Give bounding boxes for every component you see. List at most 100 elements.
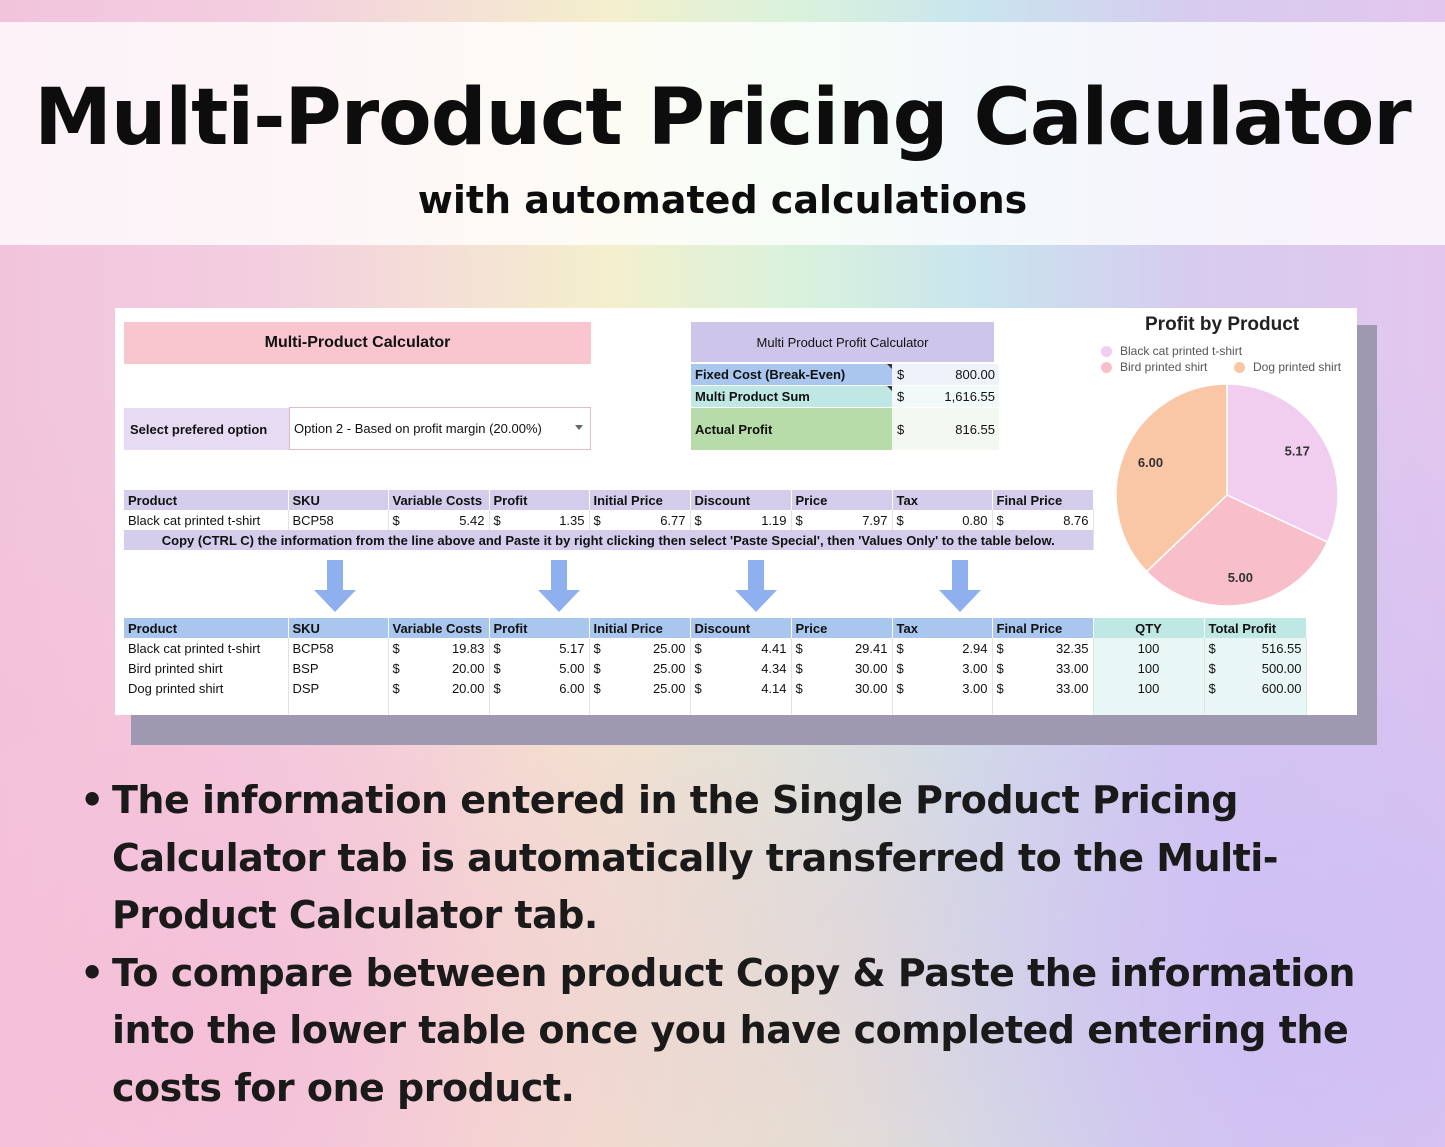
empty-cell (1093, 698, 1205, 715)
column-header: Price (791, 618, 893, 638)
amount: 6.77 (660, 512, 686, 528)
currency-symbol: $ (1208, 640, 1216, 656)
currency-symbol: $ (493, 660, 501, 676)
amount: 4.34 (761, 660, 787, 676)
value-cell: $1.35 (489, 510, 590, 530)
money-cell: $4.34 (695, 661, 787, 676)
empty-cell (892, 698, 993, 715)
legend-item: Black cat printed t-shirt (1101, 344, 1242, 358)
currency-symbol: $ (593, 660, 601, 676)
amount: 20.00 (451, 680, 485, 696)
value-cell: $7.97 (791, 510, 893, 530)
amount: 25.00 (652, 640, 686, 656)
column-header: Product (124, 618, 289, 638)
product-cell: Bird printed shirt (124, 658, 289, 678)
currency-symbol: $ (795, 660, 803, 676)
column-header: Final Price (992, 618, 1094, 638)
currency-symbol: $ (694, 680, 702, 696)
money-cell: $3.00 (897, 681, 988, 696)
amount: 25.00 (652, 660, 686, 676)
sku-cell: DSP (288, 678, 389, 698)
arrow-down-icon (735, 560, 777, 612)
money-cell: $33.00 (997, 661, 1089, 676)
value-cell: $30.00 (791, 678, 893, 698)
value-cell: $33.00 (992, 678, 1094, 698)
currency-symbol: $ (1208, 680, 1216, 696)
amount: 20.00 (451, 660, 485, 676)
option-dropdown[interactable]: Option 2 - Based on profit margin (20.00… (289, 407, 591, 450)
currency-symbol: $ (392, 680, 400, 696)
value-cell: $4.14 (690, 678, 792, 698)
currency-symbol: $ (392, 640, 400, 656)
currency-symbol: $ (892, 408, 917, 450)
pie-slice (1226, 383, 1339, 544)
money-cell: $600.00 (1209, 681, 1302, 696)
currency-symbol: $ (694, 660, 702, 676)
currency-symbol: $ (896, 680, 904, 696)
currency-symbol: $ (694, 512, 702, 528)
option-label: Select prefered option (124, 408, 289, 450)
pie-slice (1115, 383, 1228, 573)
copy-note-row: Copy (CTRL C) the information from the l… (124, 530, 1094, 550)
value-cell: $32.35 (992, 638, 1094, 658)
chevron-down-icon[interactable] (575, 425, 583, 430)
column-header: Final Price (992, 490, 1094, 510)
amount: 500.00 (1261, 660, 1302, 676)
sku-cell: BCP58 (288, 510, 389, 530)
money-cell: $25.00 (594, 641, 686, 656)
currency-symbol: $ (493, 680, 501, 696)
money-cell: $1.19 (695, 513, 787, 528)
amount: 33.00 (1055, 660, 1089, 676)
amount: 4.14 (761, 680, 787, 696)
profit-calc-value: 816.55 (917, 408, 999, 450)
amount: 3.00 (962, 680, 988, 696)
qty-cell: 100 (1093, 638, 1205, 658)
comment-marker-icon (887, 386, 892, 391)
column-header: Discount (690, 618, 792, 638)
column-header: Variable Costs (388, 490, 490, 510)
column-header: Initial Price (589, 618, 691, 638)
column-header: SKU (288, 490, 389, 510)
column-header: Product (124, 490, 289, 510)
sku-cell: BSP (288, 658, 389, 678)
currency-symbol: $ (593, 640, 601, 656)
column-header: Discount (690, 490, 792, 510)
qty-cell: 100 (1093, 678, 1205, 698)
total-profit-cell: $500.00 (1204, 658, 1307, 678)
money-cell: $0.80 (897, 513, 988, 528)
pie-data-label: 5.17 (1285, 443, 1310, 458)
value-cell: $8.76 (992, 510, 1094, 530)
multi-product-table: Product SKU Variable Costs Profit Initial Pr… (124, 618, 1307, 715)
total-profit-cell: $516.55 (1204, 638, 1307, 658)
money-cell: $19.83 (393, 641, 485, 656)
table-row (124, 698, 1307, 715)
column-header: Profit (489, 490, 590, 510)
page-subtitle: with automated calculations (417, 178, 1028, 222)
empty-cell (690, 698, 792, 715)
currency-symbol: $ (896, 660, 904, 676)
value-cell: $4.41 (690, 638, 792, 658)
legend-item: Dog printed shirt (1234, 360, 1341, 374)
value-cell: $29.41 (791, 638, 893, 658)
currency-symbol: $ (392, 512, 400, 528)
value-cell: $25.00 (589, 678, 691, 698)
value-cell: $33.00 (992, 658, 1094, 678)
value-cell: $0.80 (892, 510, 993, 530)
product-cell: Dog printed shirt (124, 678, 289, 698)
table-row: Bird printed shirt BSP $20.00 $5.00 $25.00 $4… (124, 658, 1307, 678)
amount: 4.41 (761, 640, 787, 656)
amount: 7.97 (862, 512, 888, 528)
money-cell: $6.00 (494, 681, 585, 696)
value-cell: $5.00 (489, 658, 590, 678)
money-cell: $32.35 (997, 641, 1089, 656)
value-cell: $20.00 (388, 678, 490, 698)
value-cell: $2.94 (892, 638, 993, 658)
product-cell: Black cat printed t-shirt (124, 638, 289, 658)
currency-symbol: $ (996, 640, 1004, 656)
legend-swatch (1234, 361, 1245, 373)
currency-symbol: $ (593, 512, 601, 528)
amount: 1.19 (761, 512, 787, 528)
empty-cell (992, 698, 1094, 715)
amount: 5.17 (559, 640, 585, 656)
amount: 30.00 (854, 680, 888, 696)
